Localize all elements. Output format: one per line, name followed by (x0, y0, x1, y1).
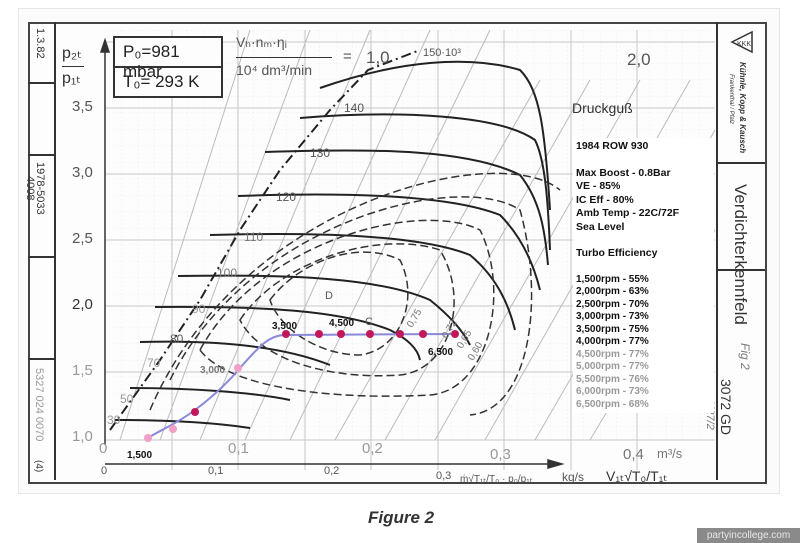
y-tick: 3,5 (72, 98, 93, 115)
left-strip-cell-date: 1.3.82 (28, 22, 54, 84)
left-title-strip: 1.3.82 1978-5033 4008 5327 024 0070 (4) (24, 22, 56, 480)
point-label-3500: 3,500 (272, 321, 298, 332)
chart-title-cell: Verdichterkennfeld (718, 164, 765, 325)
info-title: 1984 ROW 930 (576, 140, 649, 152)
x-unit-upper: m³/s (657, 446, 683, 461)
formula-value-2: 2,0 (627, 50, 651, 69)
info-param: IC Eff - 80% (576, 193, 634, 206)
y-axis-label-top: p₂ₜ (62, 45, 82, 62)
x-tick-upper: 0,3 (490, 446, 511, 463)
company-location: Frankenthal / Pfalz (728, 74, 734, 125)
y-tick: 2,5 (72, 230, 93, 247)
x-tick-upper: 0,4 (623, 446, 644, 463)
figure-caption: Figure 2 (368, 508, 435, 527)
info-param: Sea Level (576, 220, 625, 233)
point-label-6500: 6,500 (428, 347, 454, 358)
efficiency-row: 2,500rpm - 70% (576, 298, 649, 310)
speed-label: 90 (192, 302, 206, 316)
efficiency-row: 3,000rpm - 73% (576, 311, 649, 322)
formula-equals: = (343, 48, 352, 65)
efficiency-row: 2,000rpm - 63% (576, 286, 649, 297)
y-tick: 2,0 (72, 296, 93, 313)
t0-value: T₀= 293 K (123, 72, 200, 91)
chart-title: Verdichterkennfeld (731, 184, 750, 325)
efficiency-row: 5,000rpm - 77% (576, 361, 649, 372)
speed-label: 70 (147, 356, 161, 370)
x-tick-upper: 0,2 (362, 440, 383, 457)
revision-mark: (4) (33, 460, 44, 473)
x-tick-lower: 0 (101, 465, 108, 477)
speed-label: 140 (344, 101, 365, 115)
speed-label: 50 (120, 392, 134, 406)
x-unit-lower: kg/s (562, 470, 585, 484)
region-label: D (325, 290, 333, 302)
formula-value-1: 1,0 (366, 48, 390, 67)
info-panel: 1984 ROW 930 Max Boost - 0.8Bar VE - 85%… (573, 138, 714, 413)
x-tick-upper: 0 (99, 440, 108, 457)
point-label-3000: 3,000 (200, 365, 226, 376)
speed-label: 130 (310, 146, 331, 160)
max-speed-label: 150·10³ (423, 47, 461, 59)
efficiency-row: 4,500rpm - 77% (576, 348, 649, 360)
handwritten-fig: Fig 2 (738, 343, 752, 370)
info-param: Amb Temp - 22C/72F (576, 207, 680, 219)
y-axis-label-bottom: p₁ₜ (62, 70, 82, 87)
y-axis-label-divider (62, 66, 84, 67)
efficiency-row: 6,000rpm - 73% (576, 386, 649, 397)
company-name: Kühnle, Kopp & Kausch (738, 62, 747, 154)
x-tick-lower: 0,2 (324, 465, 340, 477)
model-number: 3072 GD (718, 379, 734, 436)
point-label-1500: 1,500 (127, 450, 153, 461)
y-tick: 1,0 (72, 428, 93, 445)
formula-divider (236, 57, 332, 58)
efficiency-row: 5,500rpm - 76% (576, 373, 649, 385)
info-param: VE - 85% (576, 180, 621, 192)
x-axis-label-lower: ṁ√T₁ₜ/T₀ · p₀/p₁ₜ (460, 474, 533, 485)
speed-label: 80 (170, 332, 184, 346)
left-strip-cell-drawing: 1978-5033 4008 (24, 156, 54, 258)
date-text: 1.3.82 (34, 28, 46, 59)
efficiency-row: 4,000rpm - 77% (576, 336, 649, 347)
left-strip-cell-sign (28, 84, 54, 156)
x-tick-lower: 0,3 (436, 470, 452, 482)
efficiency-row: 3,500rpm - 75% (576, 323, 649, 335)
operating-points (144, 330, 459, 442)
left-strip-cell-part: 5327 024 0070 (4) (28, 360, 54, 472)
kkk-logo-icon: KKK (730, 30, 753, 54)
formula-denominator: 10⁴ dm³/min (236, 62, 313, 78)
info-param: Max Boost - 0.8Bar (576, 166, 671, 179)
efficiency-title: Turbo Efficiency (576, 247, 658, 259)
speed-label: 30 (107, 413, 121, 427)
x-tick-upper: 0,1 (228, 440, 249, 457)
y-tick: 1,5 (72, 362, 93, 379)
watermark: partyincollege.com (697, 528, 800, 543)
y-tick: 3,0 (72, 164, 93, 181)
efficiency-row: 1,500rpm - 55% (576, 273, 649, 285)
point-label-4500: 4,500 (329, 318, 355, 329)
x-axis-label-upper: V₁ₜ√T₀/T₁ₜ (606, 468, 668, 484)
efficiency-row: 6,500rpm - 68% (576, 398, 649, 410)
company-cell: KKK Kühnle, Kopp & Kausch Frankenthal / … (718, 22, 765, 164)
part-number: 5327 024 0070 (33, 368, 45, 442)
region-label: C (365, 316, 373, 328)
speed-label: 120 (276, 190, 297, 204)
x-tick-lower: 0,1 (208, 465, 224, 477)
speed-label: 110 (244, 230, 264, 244)
drawing-sub-number: 4008 (24, 176, 36, 201)
formula-numerator: Vₕ·nₘ·ηᵢ (236, 34, 287, 50)
left-strip-cell-replaced (28, 258, 54, 360)
conditions-box: P₀=981 mbar T₀= 293 K (113, 36, 223, 98)
svg-text:KKK: KKK (737, 41, 751, 48)
drawing-number: 1978-5033 (34, 162, 46, 215)
material-label: Druckguß (572, 100, 633, 116)
speed-label: 100 (217, 266, 238, 280)
